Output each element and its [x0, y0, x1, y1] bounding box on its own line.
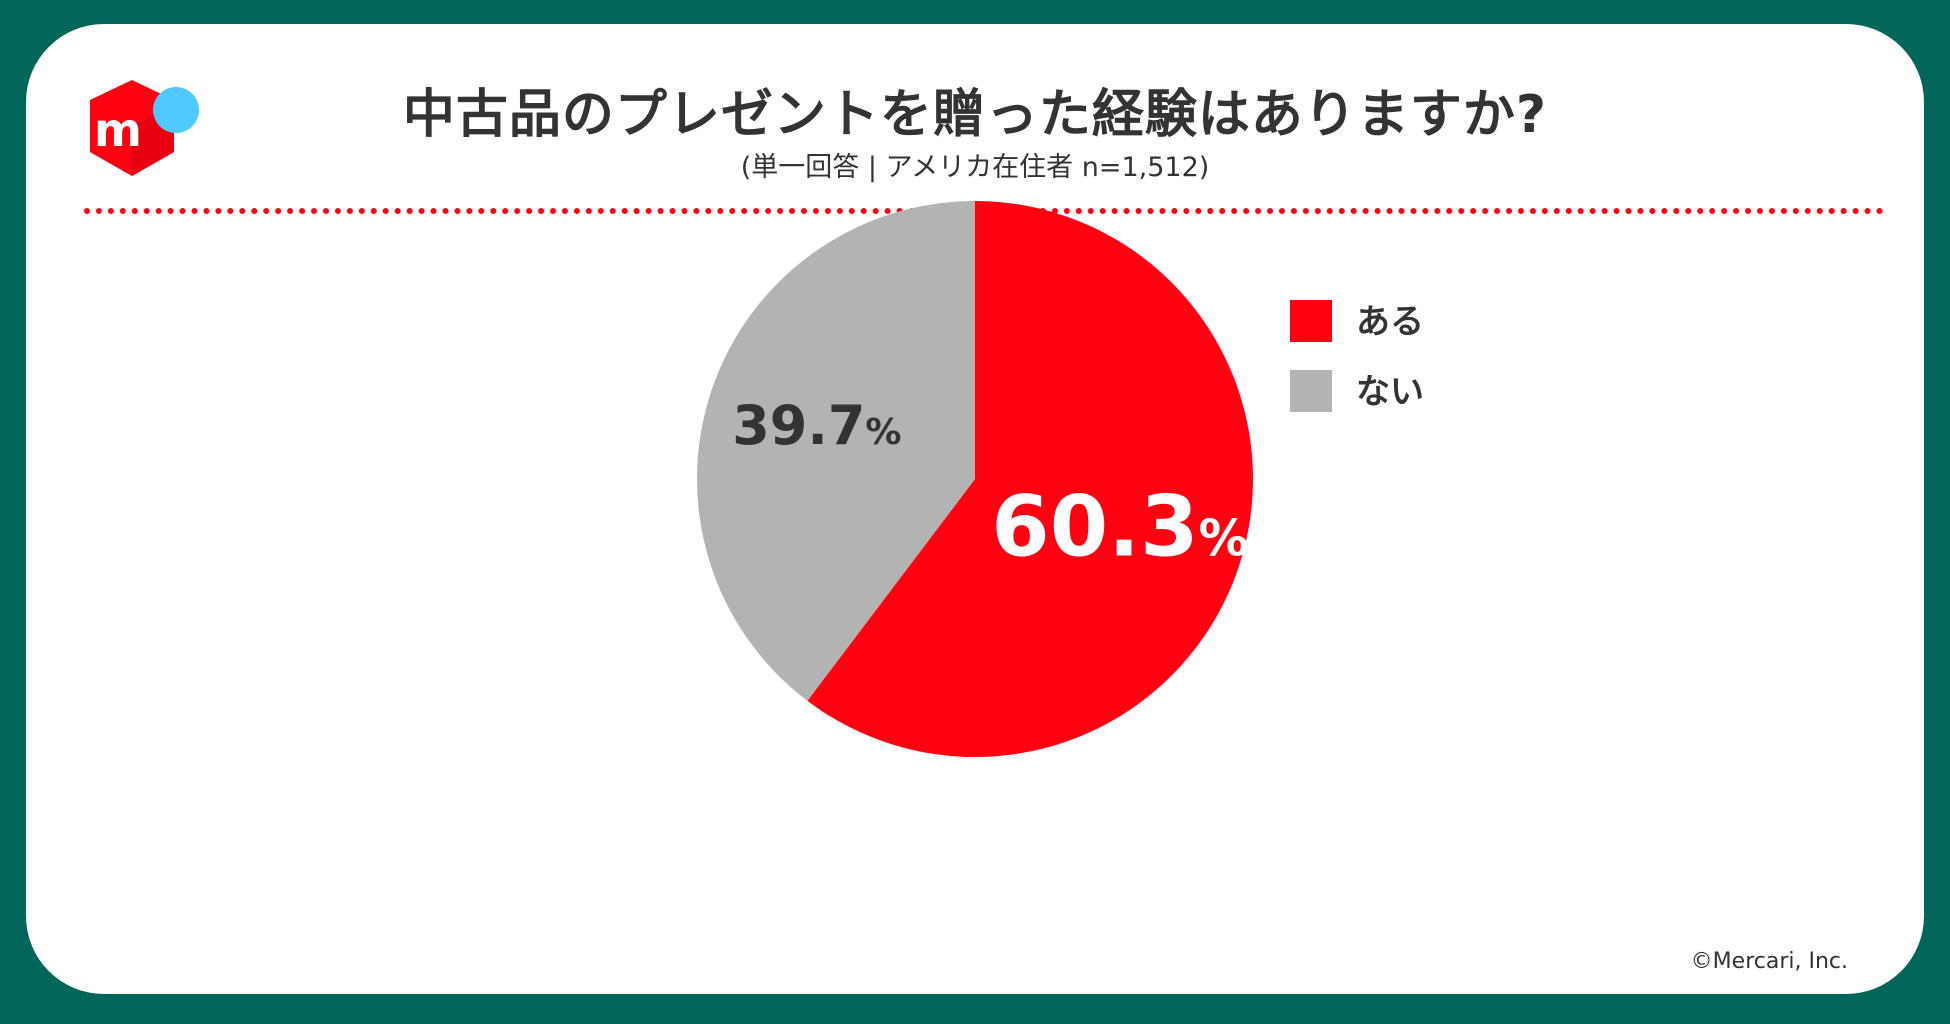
chart-card: m 中古品のプレゼントを贈った経験はありますか? (単一回答 | アメリカ在住者… — [26, 24, 1924, 994]
legend-swatch-yes — [1290, 300, 1332, 342]
pie-slice-yes — [807, 201, 1253, 757]
logo-dot-icon — [153, 87, 199, 133]
legend-label-no: ない — [1356, 372, 1424, 412]
chart-subtitle: (単一回答 | アメリカ在住者 n=1,512) — [740, 152, 1210, 183]
legend-swatch-no — [1290, 370, 1332, 412]
data-label-no: 39.7% — [732, 394, 901, 457]
logo-glyph: m — [94, 103, 142, 157]
legend-label-yes: ある — [1356, 302, 1424, 342]
chart-title: 中古品のプレゼントを贈った経験はありますか? — [402, 85, 1548, 145]
pie-slice-no — [696, 201, 975, 701]
mercari-logo: m — [90, 80, 199, 176]
data-label-yes: 60.3% — [991, 478, 1248, 576]
copyright: ©Mercari, Inc. — [1690, 949, 1848, 974]
